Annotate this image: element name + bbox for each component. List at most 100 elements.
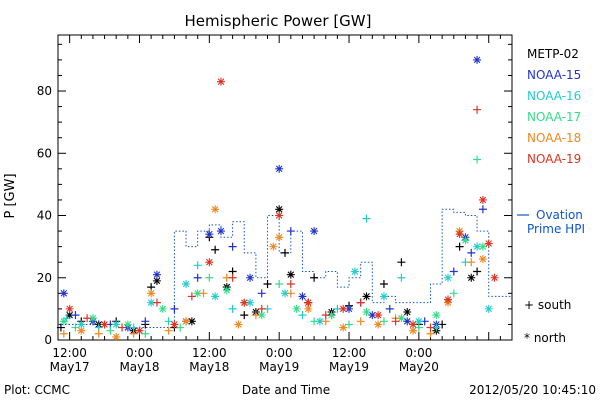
noaa-18-north-point: [182, 317, 191, 326]
noaa-16-south-point: [164, 317, 173, 326]
noaa-15-south-point: [467, 248, 476, 257]
metp-02-north-point: [403, 307, 412, 316]
noaa-19-north-point: [409, 320, 418, 329]
noaa-19-north-point: [275, 211, 284, 220]
y-tick-label: 80: [37, 84, 52, 98]
noaa-17-south-point: [449, 289, 458, 298]
noaa-19-south-point: [426, 323, 435, 332]
noaa-19-north-point: [455, 230, 464, 239]
noaa-16-north-point: [379, 292, 388, 301]
noaa-16-north-point: [350, 267, 359, 276]
y-axis-label: P [GW]: [3, 173, 18, 218]
noaa-16-south-point: [362, 214, 371, 223]
noaa-17-south-point: [141, 329, 150, 338]
x-tick-label-time: 12:00: [52, 346, 87, 360]
noaa-15-north-point: [59, 289, 68, 298]
noaa-18-north-point: [269, 242, 278, 251]
plot-frame: [57, 34, 513, 341]
noaa-18-south-point: [467, 258, 476, 267]
noaa-19-north-point: [65, 304, 74, 313]
x-tick-label-date: May20: [399, 360, 439, 374]
noaa-17-south-point: [414, 323, 423, 332]
noaa-19-north-point: [490, 273, 499, 282]
noaa-18-south-point: [199, 289, 208, 298]
noaa-16-north-point: [315, 317, 324, 326]
noaa-18-north-point: [112, 332, 121, 341]
noaa-15-north-point: [246, 273, 255, 282]
noaa-15-south-point: [193, 273, 202, 282]
noaa-18-legend-label: NOAA-18: [527, 131, 581, 145]
noaa-18-south-point: [164, 326, 173, 335]
noaa-17-north-point: [158, 304, 167, 313]
metp-02-north-point: [65, 311, 74, 320]
noaa-18-north-point: [234, 320, 243, 329]
x-tick-label-time: 12:00: [332, 346, 367, 360]
noaa-19-south-point: [356, 298, 365, 307]
noaa-17-north-point: [257, 311, 266, 320]
metp-02-north-point: [187, 317, 196, 326]
noaa-16-north-point: [211, 292, 220, 301]
noaa-16-legend-label: NOAA-16: [527, 89, 581, 103]
noaa-19-south-point: [257, 304, 266, 313]
noaa-19-north-point: [240, 298, 249, 307]
noaa-15-south-point: [170, 304, 179, 313]
chart-title: Hemispheric Power [GW]: [185, 12, 372, 30]
x-tick-label-date: May19: [329, 360, 369, 374]
noaa-17-north-point: [292, 304, 301, 313]
legend-layer: METP-02 NOAA-15 NOAA-16 NOAA-17 NOAA-18 NOAA-…: [517, 47, 585, 345]
y-tick-label: 40: [37, 209, 52, 223]
noaa-18-south-point: [59, 329, 68, 338]
noaa-18-north-point: [409, 326, 418, 335]
noaa-16-north-point: [246, 298, 255, 307]
noaa-18-north-point: [147, 289, 156, 298]
noaa-15-north-point: [473, 55, 482, 64]
noaa-17-south-point: [473, 155, 482, 164]
noaa-17-north-point: [123, 320, 132, 329]
noaa-17-south-point: [310, 317, 319, 326]
noaa-17-north-point: [193, 289, 202, 298]
metp-02-legend-label: METP-02: [527, 47, 579, 61]
metp-02-south-point: [56, 323, 65, 332]
noaa-17-north-point: [461, 236, 470, 245]
noaa-15-north-point: [403, 317, 412, 326]
noaa-17-north-point: [59, 317, 68, 326]
noaa-18-north-point: [374, 320, 383, 329]
points-layer: [56, 55, 499, 341]
metp-02-south-point: [211, 245, 220, 254]
noaa-15-south-point: [71, 311, 80, 320]
noaa-19-north-point: [100, 320, 109, 329]
noaa-15-south-point: [385, 304, 394, 313]
noaa-15-north-point: [152, 270, 161, 279]
noaa-15-south-point: [141, 317, 150, 326]
noaa-19-north-point: [304, 298, 313, 307]
noaa-19-south-point: [187, 292, 196, 301]
noaa-16-south-point: [397, 273, 406, 282]
noaa-19-south-point: [152, 298, 161, 307]
noaa-19-north-point: [484, 239, 493, 248]
noaa-17-north-point: [397, 314, 406, 323]
metp-02-south-point: [455, 242, 464, 251]
x-tick-label-time: 0:00: [405, 346, 432, 360]
noaa-15-legend-label: NOAA-15: [527, 68, 581, 82]
noaa-16-north-point: [414, 317, 423, 326]
noaa-17-legend-label: NOAA-17: [527, 110, 581, 124]
x-tick-label-time: 0:00: [126, 346, 153, 360]
noaa-19-north-point: [478, 195, 487, 204]
noaa-17-south-point: [205, 273, 214, 282]
noaa-17-north-point: [88, 314, 97, 323]
noaa-15-south-point: [257, 289, 266, 298]
x-tick-label-date: May17: [50, 360, 90, 374]
noaa-16-south-point: [193, 261, 202, 270]
metp-02-south-point: [240, 311, 249, 320]
noaa-18-south-point: [94, 329, 103, 338]
noaa-15-south-point: [478, 205, 487, 214]
noaa-19-south-point: [228, 273, 237, 282]
noaa-19-north-point: [443, 295, 452, 304]
metp-02-south-point: [473, 267, 482, 276]
noaa-19-south-point: [321, 311, 330, 320]
noaa-17-north-point: [327, 311, 336, 320]
noaa-18-north-point: [275, 233, 284, 242]
noaa-18-north-point: [339, 323, 348, 332]
noaa-17-north-point: [478, 242, 487, 251]
